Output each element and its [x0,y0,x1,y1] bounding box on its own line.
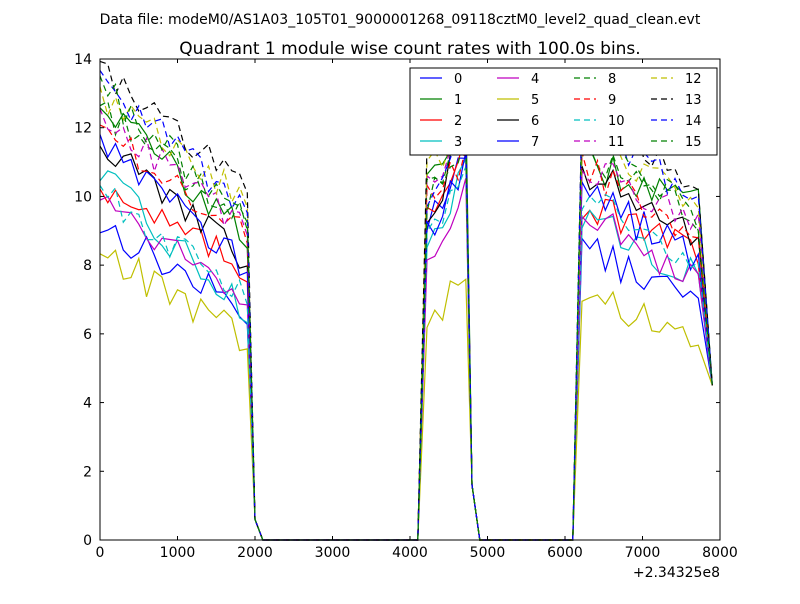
legend-label-14: 14 [685,114,702,129]
x-tick-label: 1000 [160,545,196,561]
x-tick-label: 4000 [392,545,428,561]
series-line-0 [99,157,713,541]
series-line-15 [99,75,713,541]
y-tick-label: 0 [83,533,92,549]
series-line-7 [99,134,713,541]
legend-label-8: 8 [608,72,616,87]
series-line-12 [99,86,713,541]
series-line-4 [99,178,713,541]
legend-label-0: 0 [454,72,462,87]
series-line-10 [99,166,713,541]
x-tick-label: 7000 [625,545,661,561]
legend-label-5: 5 [531,93,539,108]
y-tick-label: 2 [83,464,92,480]
legend-label-13: 13 [685,93,702,108]
legend-label-9: 9 [608,93,616,108]
y-tick-label: 8 [83,258,92,274]
legend-label-2: 2 [454,114,462,129]
y-tick-label: 4 [83,396,92,412]
x-tick-label: 6000 [547,545,583,561]
y-tick-label: 6 [83,327,92,343]
x-tick-label: 3000 [315,545,351,561]
series-line-6 [99,134,713,541]
legend-label-3: 3 [454,135,462,150]
x-tick-label: 5000 [470,545,506,561]
legend-label-4: 4 [531,72,539,87]
legend-label-12: 12 [685,72,702,87]
axis-ticks: 0 1000 2000 3000 4000 5000 6000 7000 80000246810… [74,52,738,561]
legend-label-15: 15 [685,135,702,150]
series-line-3 [99,157,713,541]
legend-label-6: 6 [531,114,539,129]
legend-label-7: 7 [531,135,539,150]
y-tick-label: 12 [74,121,92,137]
series-line-9 [99,124,713,541]
legend-label-1: 1 [454,93,462,108]
legend-label-10: 10 [608,114,625,129]
legend-label-11: 11 [608,135,625,150]
y-tick-label: 14 [74,52,92,68]
x-tick-label: 2000 [237,545,273,561]
x-tick-label: 0 [96,545,105,561]
series-line-1 [99,99,713,541]
series-line-11 [99,108,713,541]
chart-title: Quadrant 1 module wise count rates with … [179,39,640,59]
x-offset-label: +2.34325e8 [633,565,720,581]
series-line-5 [99,249,713,541]
x-tick-label: 8000 [702,545,738,561]
figure-suptitle: Data file: modeM0/AS1A03_105T01_90000012… [100,12,701,28]
series-layer [99,60,713,541]
y-tick-label: 10 [74,189,92,205]
